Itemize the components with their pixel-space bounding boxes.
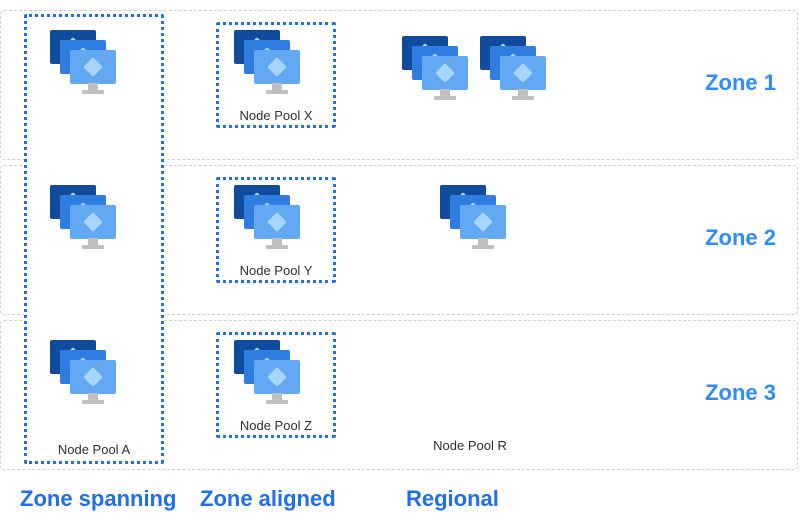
col-label-aligned: Zone aligned xyxy=(200,486,336,512)
col-label-spanning: Zone spanning xyxy=(20,486,176,512)
col-label-regional: Regional xyxy=(406,486,499,512)
pool-label-r: Node Pool R xyxy=(410,438,530,453)
zone-label-2: Zone 2 xyxy=(705,225,776,251)
pool-box-a xyxy=(24,14,164,464)
pool-label-y: Node Pool Y xyxy=(216,263,336,278)
pool-label-a: Node Pool A xyxy=(24,442,164,457)
zone-label-3: Zone 3 xyxy=(705,380,776,406)
pool-label-x: Node Pool X xyxy=(216,108,336,123)
diagram-root: Zone 1 Zone 2 Zone 3 Node Pool A Node Po… xyxy=(0,0,800,524)
zone-label-1: Zone 1 xyxy=(705,70,776,96)
pool-label-z: Node Pool Z xyxy=(216,418,336,433)
